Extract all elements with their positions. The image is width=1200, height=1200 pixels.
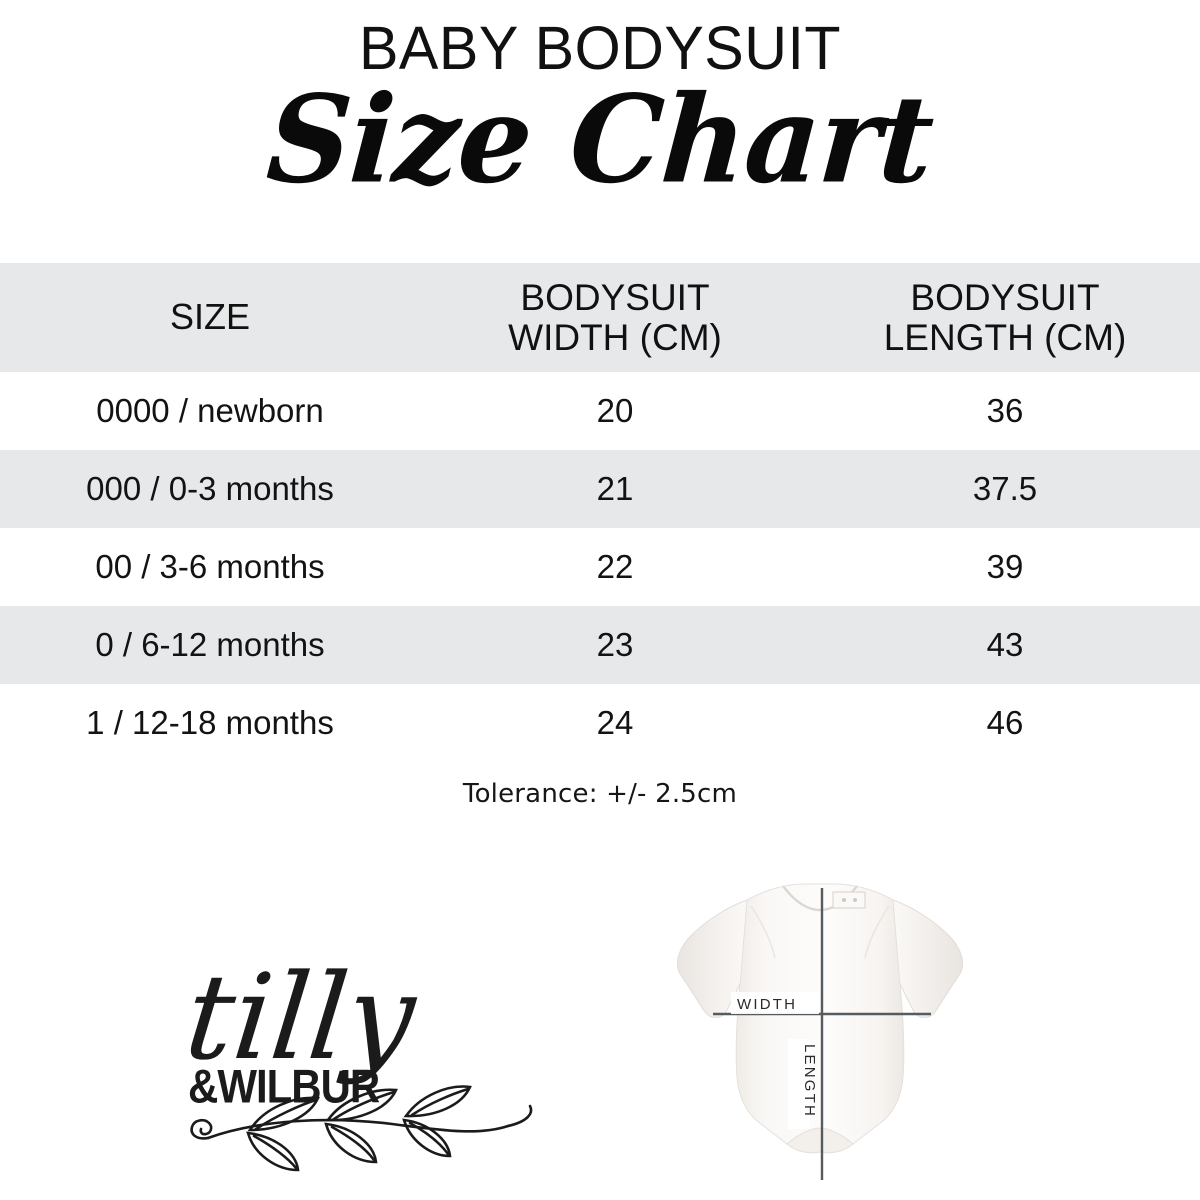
table-body: 0000 / newborn 20 36 000 / 0-3 months 21… bbox=[0, 372, 1200, 762]
bodysuit-crotch bbox=[786, 1127, 854, 1154]
bodysuit-right-sleeve bbox=[892, 899, 964, 1018]
cell-size: 1 / 12-18 months bbox=[86, 704, 334, 741]
column-header-size: SIZE bbox=[169, 296, 250, 338]
column-header-length: BODYSUIT LENGTH (CM) bbox=[810, 263, 1200, 372]
cell-width: 24 bbox=[596, 704, 634, 741]
column-header-length-line1: BODYSUIT bbox=[910, 276, 1100, 318]
table-row: 00 / 3-6 months 22 39 bbox=[0, 528, 1200, 606]
cell-length: 43 bbox=[986, 626, 1024, 663]
bodysuit-body bbox=[735, 883, 905, 1154]
table-header-row: SIZE BODYSUIT WIDTH (CM) BODYSUIT LENGTH… bbox=[0, 263, 1200, 372]
table-row: 0000 / newborn 20 36 bbox=[0, 372, 1200, 450]
tolerance-note: Tolerance: +/- 2.5cm bbox=[462, 779, 738, 809]
cell-length: 46 bbox=[986, 704, 1024, 741]
product-title: BABY BODYSUIT bbox=[358, 14, 841, 82]
table-header: SIZE BODYSUIT WIDTH (CM) BODYSUIT LENGTH… bbox=[0, 263, 1200, 372]
bodysuit-illustration: WIDTH LENGTH bbox=[655, 862, 985, 1194]
brand-sub-text: &WILBUR bbox=[188, 1061, 380, 1113]
cell-size: 0000 / newborn bbox=[96, 392, 324, 429]
title-block: BABY BODYSUIT Size Chart bbox=[0, 0, 1200, 258]
brand-script-text: tilly bbox=[180, 948, 424, 1086]
brand-logo: tilly &WILBUR bbox=[178, 930, 558, 1180]
cell-size: 000 / 0-3 months bbox=[86, 470, 334, 507]
column-header-width: BODYSUIT WIDTH (CM) bbox=[420, 263, 810, 372]
table-row: 1 / 12-18 months 24 46 bbox=[0, 684, 1200, 762]
table-row: 000 / 0-3 months 21 37.5 bbox=[0, 450, 1200, 528]
cell-length: 39 bbox=[986, 548, 1024, 585]
size-chart-table: SIZE BODYSUIT WIDTH (CM) BODYSUIT LENGTH… bbox=[0, 263, 1200, 762]
cell-width: 23 bbox=[596, 626, 634, 663]
snap-dot-icon bbox=[853, 898, 857, 902]
laurel-branch-icon bbox=[190, 1085, 533, 1172]
page-title: Size Chart bbox=[262, 69, 938, 211]
length-measure-label: LENGTH bbox=[801, 1044, 818, 1118]
cell-length: 36 bbox=[986, 392, 1024, 429]
table-row: 0 / 6-12 months 23 43 bbox=[0, 606, 1200, 684]
bodysuit-left-sleeve bbox=[676, 899, 748, 1018]
snap-dot-icon bbox=[842, 898, 846, 902]
column-header-width-line2: WIDTH (CM) bbox=[508, 316, 722, 358]
cell-size: 00 / 3-6 months bbox=[95, 548, 325, 585]
cell-size: 0 / 6-12 months bbox=[95, 626, 325, 663]
bodysuit-shoulder-tab bbox=[832, 891, 866, 909]
cell-width: 22 bbox=[596, 548, 634, 585]
cell-width: 21 bbox=[596, 470, 634, 507]
column-header-length-line2: LENGTH (CM) bbox=[883, 316, 1127, 358]
width-measure-label: WIDTH bbox=[737, 996, 797, 1013]
cell-length: 37.5 bbox=[972, 470, 1038, 507]
column-header-width-line1: BODYSUIT bbox=[520, 276, 710, 318]
cell-width: 20 bbox=[596, 392, 634, 429]
